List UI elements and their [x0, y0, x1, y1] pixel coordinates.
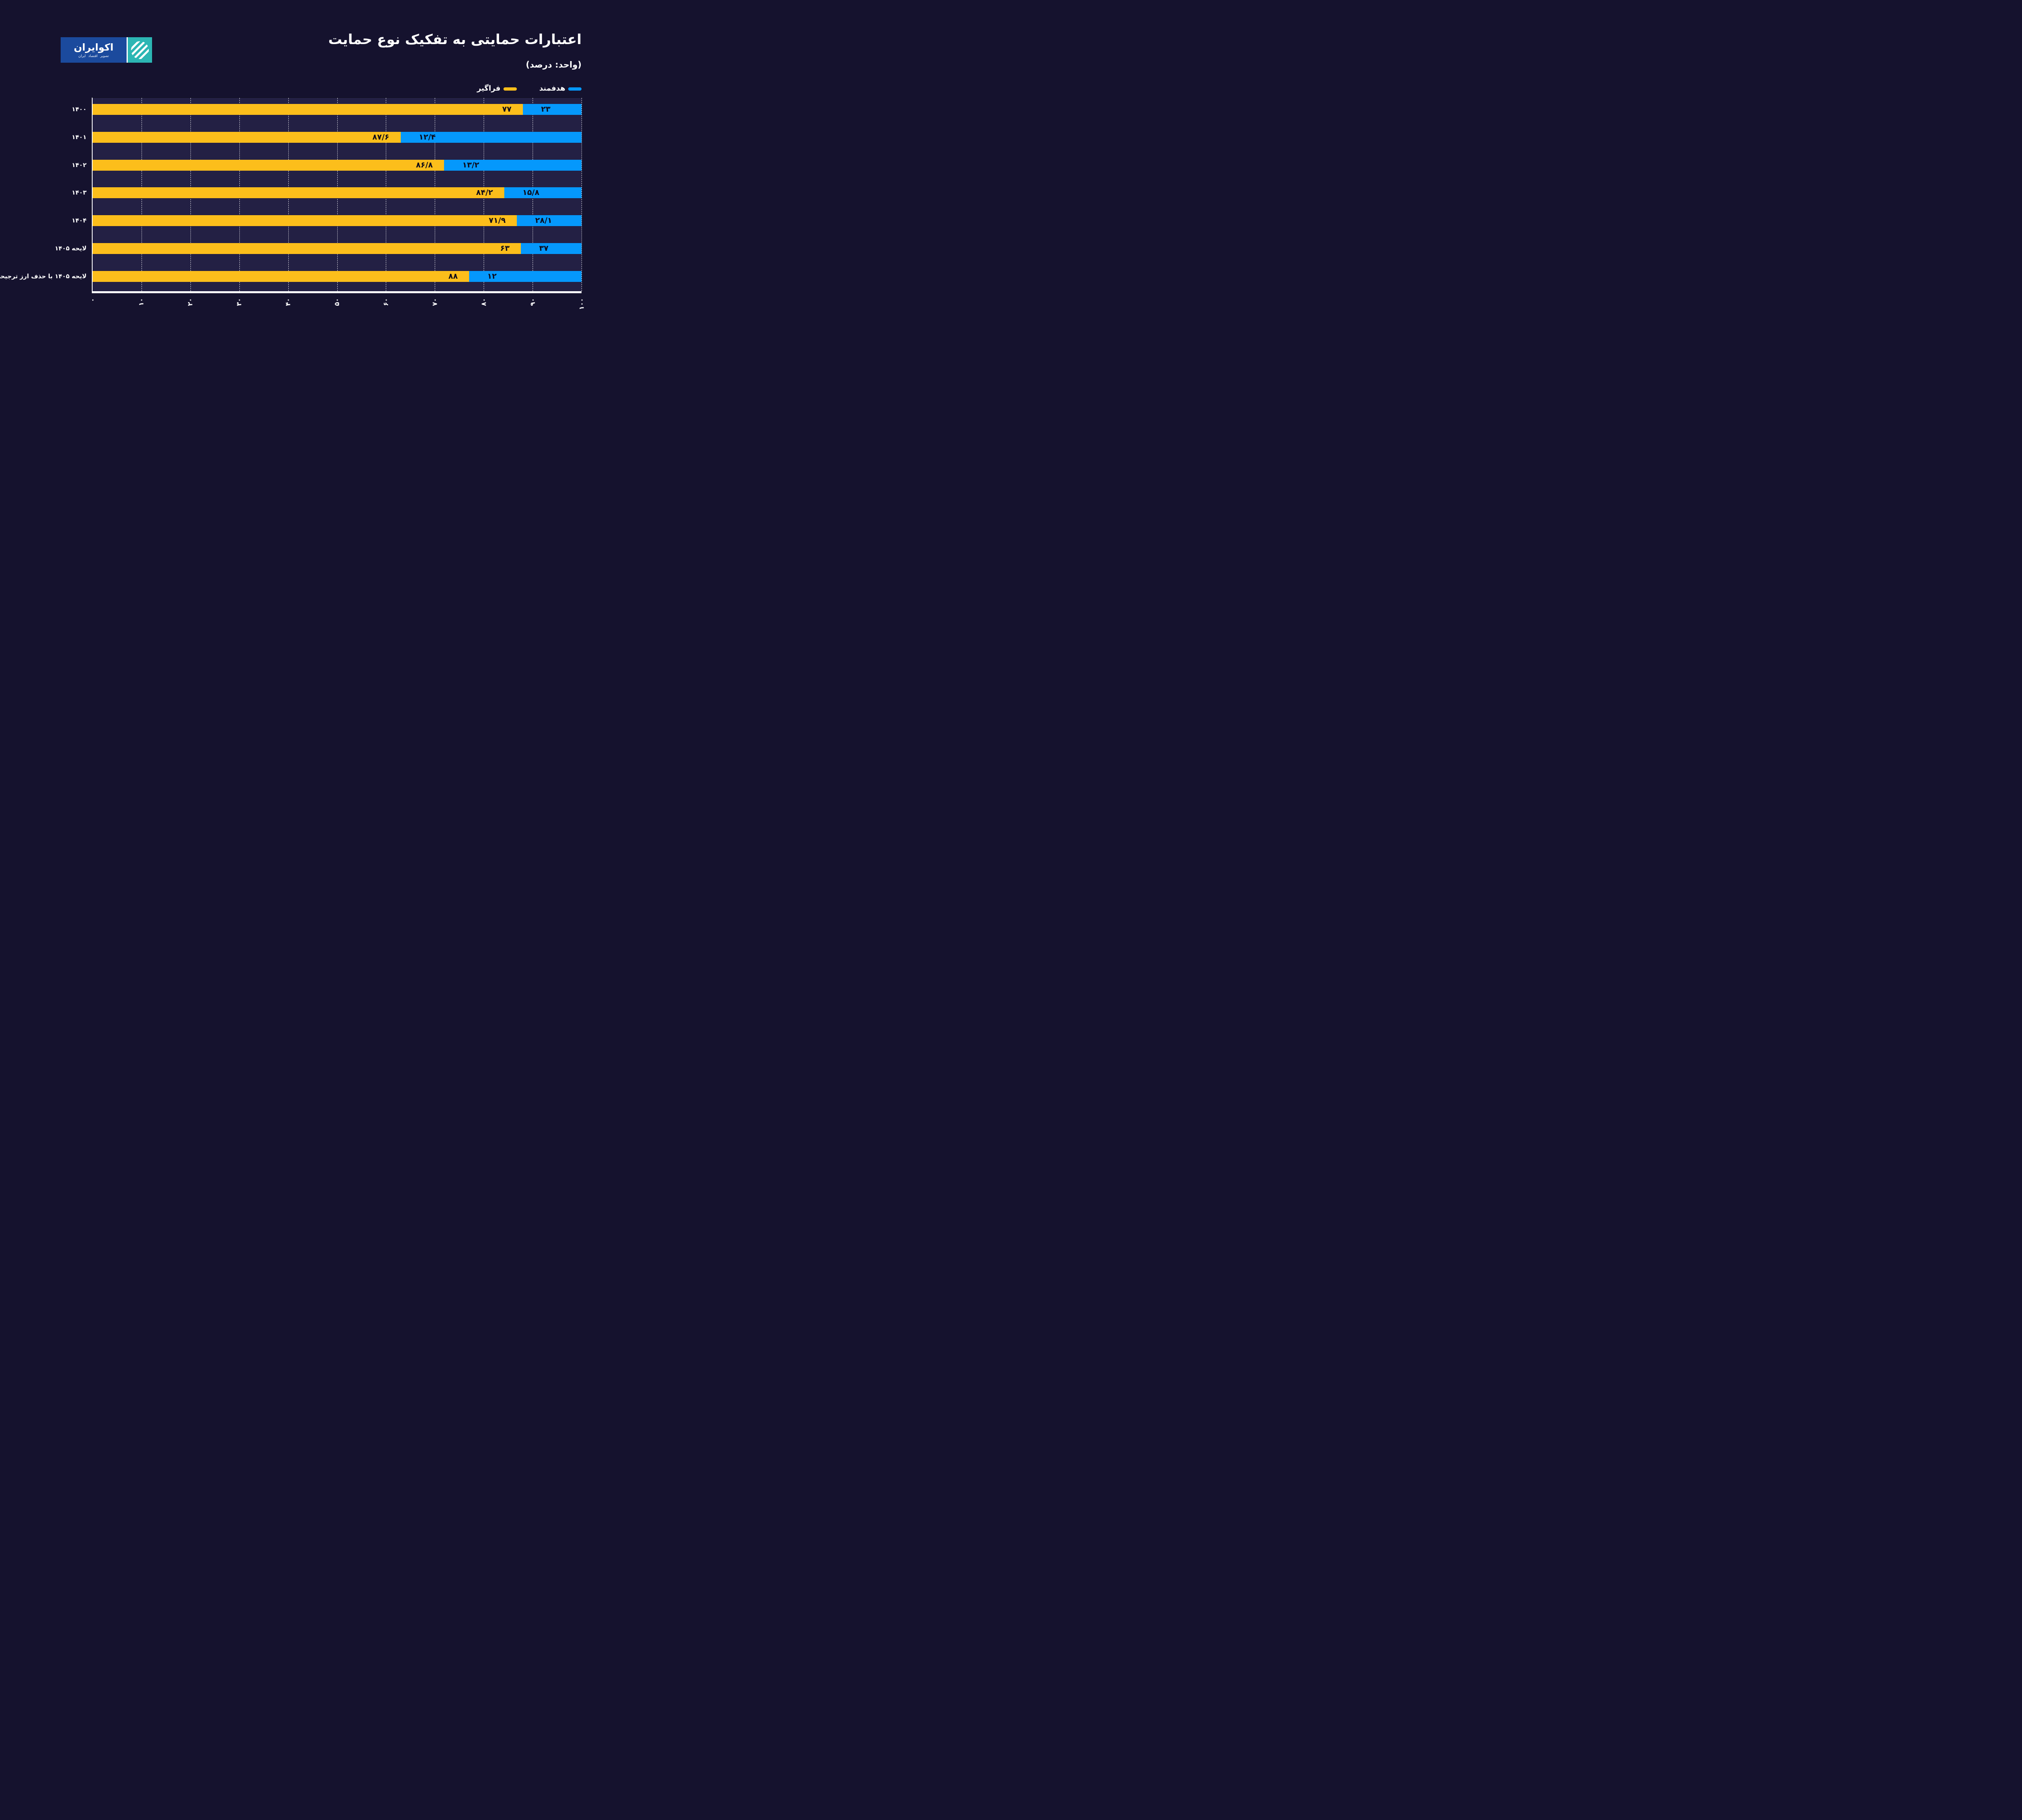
value-label-inclusive: ۶۳	[500, 244, 510, 253]
bar-row-4: ۷۱/۹ ۲۸/۱	[93, 215, 582, 226]
value-label-inclusive: ۷۷	[502, 105, 512, 114]
legend-swatch-targeted	[568, 87, 582, 91]
bar-segment-targeted: ۲۳	[522, 104, 582, 115]
category-label-3: ۱۴۰۳	[72, 189, 87, 197]
legend-label-targeted: هدفمند	[539, 84, 565, 93]
value-label-targeted: ۱۲/۴	[419, 132, 436, 142]
value-label-targeted: ۲۸/۱	[535, 216, 552, 225]
striped-globe-icon	[131, 41, 149, 59]
x-tick-label-9: ۹۰	[529, 298, 537, 306]
x-tick-label-0: ۰	[89, 298, 96, 302]
logo-tagline: تصویر اقتصاد ایران	[78, 54, 109, 58]
bar-segment-targeted: ۱۳/۲	[444, 159, 582, 171]
value-label-targeted: ۱۲	[487, 271, 497, 281]
infographic-canvas: اکوایران تصویر اقتصاد ایران اعتبارات حما…	[0, 0, 647, 364]
x-tick-label-6: ۶۰	[382, 298, 390, 306]
x-tick-label-7: ۷۰	[431, 298, 439, 306]
category-label-4: ۱۴۰۴	[72, 217, 87, 224]
x-tick-label-10: ۱۰۰	[577, 298, 585, 310]
logo-text-box: اکوایران تصویر اقتصاد ایران	[61, 37, 127, 63]
legend-swatch-inclusive	[503, 87, 517, 91]
bar-segment-inclusive: ۸۴/۲	[93, 187, 504, 199]
category-label-2: ۱۴۰۲	[72, 161, 87, 169]
x-tick-label-5: ۵۰	[333, 298, 341, 306]
bar-segment-inclusive: ۶۳	[93, 243, 521, 254]
ecoiran-logo: اکوایران تصویر اقتصاد ایران	[61, 37, 152, 63]
value-label-inclusive: ۸۴/۲	[476, 188, 493, 197]
value-label-inclusive: ۸۸	[448, 271, 458, 281]
legend-label-inclusive: فراگیر	[477, 84, 501, 93]
x-tick-label-3: ۳۰	[235, 298, 243, 306]
bar-segment-inclusive: ۸۶/۸	[93, 159, 444, 171]
legend: فراگیر هدفمند	[477, 84, 582, 93]
bar-segment-inclusive: ۸۸	[93, 271, 469, 282]
value-label-inclusive: ۸۷/۶	[372, 132, 389, 142]
x-tick-label-2: ۲۰	[186, 298, 194, 306]
bar-row-0: ۷۷ ۲۳	[93, 104, 582, 115]
bar-row-3: ۸۴/۲ ۱۵/۸	[93, 187, 582, 199]
bar-segment-inclusive: ۷۱/۹	[93, 215, 517, 226]
logo-divider	[127, 37, 128, 63]
bar-layer: ۷۷ ۲۳ ۸۷/۶ ۱۲/۴ ۸۶/۸ ۱۳/۲ ۸۴/۲ ۱۵/۸ ۷۱/۹ ۲۸/۱ ۶۳ ۳۷…	[93, 98, 582, 291]
chart-title: اعتبارات حمایتی به تفکیک نوع حمایت	[328, 32, 582, 48]
value-label-targeted: ۳۷	[539, 244, 549, 253]
bar-segment-inclusive: ۷۷	[93, 104, 523, 115]
bar-segment-inclusive: ۸۷/۶	[93, 131, 401, 143]
legend-item-inclusive: فراگیر	[477, 84, 517, 93]
value-label-targeted: ۱۵/۸	[522, 188, 539, 197]
bar-row-5: ۶۳ ۳۷	[93, 243, 582, 254]
value-label-inclusive: ۸۶/۸	[416, 160, 433, 169]
plot-area: ۷۷ ۲۳ ۸۷/۶ ۱۲/۴ ۸۶/۸ ۱۳/۲ ۸۴/۲ ۱۵/۸ ۷۱/۹ ۲۸/۱ ۶۳ ۳۷…	[92, 97, 582, 293]
category-label-0: ۱۴۰۰	[72, 106, 87, 113]
chart-unit-subtitle: (واحد: درصد)	[526, 60, 582, 70]
value-label-targeted: ۲۳	[541, 105, 551, 114]
category-label-5: لایحه ۱۴۰۵	[55, 245, 87, 252]
x-tick-label-4: ۴۰	[284, 298, 292, 306]
bar-segment-targeted: ۱۲	[469, 271, 582, 282]
bar-segment-targeted: ۱۲/۴	[400, 131, 582, 143]
category-label-1: ۱۴۰۱	[72, 133, 87, 141]
logo-name: اکوایران	[74, 41, 114, 53]
bar-segment-targeted: ۱۵/۸	[504, 187, 582, 199]
category-label-6: لایحه ۱۴۰۵ با حذف ارز ترجیحی	[0, 272, 87, 280]
bar-row-2: ۸۶/۸ ۱۳/۲	[93, 159, 582, 171]
legend-item-targeted: هدفمند	[539, 84, 582, 93]
bar-row-1: ۸۷/۶ ۱۲/۴	[93, 131, 582, 143]
bar-segment-targeted: ۳۷	[521, 243, 582, 254]
x-tick-label-1: ۱۰	[137, 298, 145, 306]
value-label-inclusive: ۷۱/۹	[489, 216, 506, 225]
bar-row-6: ۸۸ ۱۲	[93, 271, 582, 282]
value-label-targeted: ۱۳/۲	[462, 160, 479, 169]
x-tick-label-8: ۸۰	[480, 298, 488, 306]
bar-segment-targeted: ۲۸/۱	[517, 215, 582, 226]
y-axis-labels: ۱۴۰۰ ۱۴۰۱ ۱۴۰۲ ۱۴۰۳ ۱۴۰۴ لایحه ۱۴۰۵ لایحه ۱۴۰۵…	[0, 98, 89, 294]
logo-mark	[128, 37, 152, 63]
